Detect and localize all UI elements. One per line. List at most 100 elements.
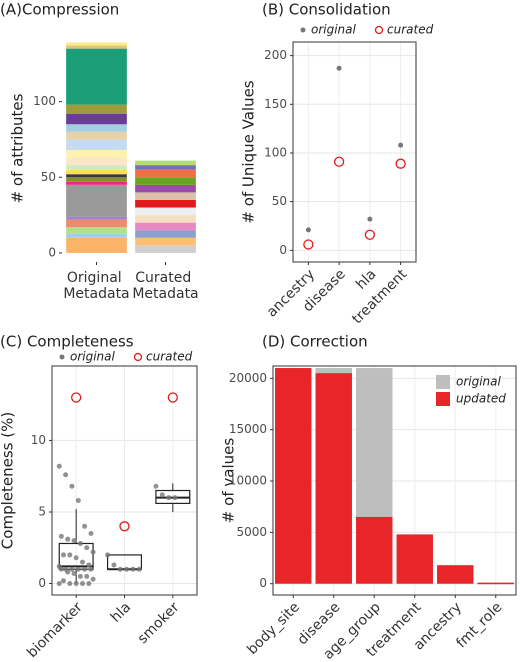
y-tick-label: 0 — [279, 243, 287, 257]
legend-label: original — [311, 23, 357, 37]
bar-segment — [135, 169, 196, 178]
point — [136, 566, 142, 572]
bar-segment — [135, 177, 196, 185]
bar-segment — [66, 42, 127, 46]
y-axis-title: # of values — [220, 438, 238, 524]
point — [336, 65, 342, 71]
point — [77, 540, 83, 546]
point — [333, 156, 345, 167]
bar-segment — [135, 222, 196, 231]
bar-segment — [66, 157, 127, 166]
point — [82, 566, 88, 572]
point — [65, 569, 71, 575]
bar — [356, 516, 393, 584]
y-tick-label: 15000 — [229, 422, 267, 436]
bar-segment — [66, 131, 127, 140]
point — [130, 566, 136, 572]
point — [60, 552, 66, 558]
legend-label: curated — [146, 350, 193, 364]
bar-segment — [66, 45, 127, 49]
bar-segment — [135, 165, 196, 170]
point — [80, 581, 86, 587]
bar — [396, 534, 433, 584]
x-tick-label: hla — [108, 599, 134, 625]
bar-segment — [135, 184, 196, 193]
y-tick-label: 100 — [264, 145, 287, 159]
legend-marker — [374, 25, 384, 35]
point — [305, 227, 311, 233]
y-tick-label: 50 — [41, 170, 56, 184]
bar-segment — [66, 233, 127, 238]
bar-segment — [135, 192, 196, 200]
bar-segment — [66, 184, 127, 217]
point — [60, 578, 66, 584]
point — [84, 545, 90, 551]
bar-segment — [135, 230, 196, 238]
y-tick-label: 5 — [38, 504, 46, 518]
point — [90, 549, 96, 555]
bar-segment — [135, 245, 196, 253]
point — [303, 239, 314, 250]
bar-segment — [66, 237, 127, 253]
point — [367, 216, 373, 222]
point — [63, 472, 69, 478]
point — [86, 581, 92, 587]
point — [86, 562, 92, 568]
point — [69, 566, 75, 572]
point — [69, 483, 75, 489]
plot-border — [292, 41, 417, 263]
point — [75, 498, 81, 504]
bar — [477, 582, 514, 585]
y-tick-label: 50 — [272, 194, 287, 208]
bar — [315, 373, 352, 584]
point — [80, 559, 86, 565]
y-axis-title: Completeness (%) — [0, 412, 17, 549]
legend-marker — [59, 354, 65, 360]
bar-segment — [66, 104, 127, 114]
legend-label: updated — [456, 392, 506, 406]
point — [73, 555, 79, 561]
point — [56, 463, 62, 469]
plot-background — [293, 42, 416, 262]
y-tick-label: 200 — [264, 48, 287, 62]
point — [73, 581, 79, 587]
legend-label: original — [456, 375, 502, 389]
point — [71, 571, 77, 577]
bar-segment — [66, 169, 127, 175]
point — [395, 158, 406, 169]
point — [77, 573, 83, 579]
bar — [275, 368, 312, 584]
bar-segment — [66, 227, 127, 234]
panel-title: (D) Correction — [262, 333, 368, 351]
plot-border — [272, 365, 517, 596]
bar-segment — [135, 199, 196, 208]
bar-segment — [66, 165, 127, 170]
point — [90, 576, 96, 582]
y-tick-label: 10 — [31, 433, 46, 447]
point — [56, 581, 62, 587]
point — [167, 392, 178, 403]
bar-segment — [135, 237, 196, 246]
y-tick-label: 5000 — [236, 525, 267, 539]
legend-label: curated — [387, 23, 434, 37]
bar-segment — [66, 113, 127, 125]
y-axis-title: # of Unique Values — [240, 80, 258, 223]
bar — [437, 565, 474, 584]
legend-marker — [133, 352, 143, 362]
x-tick-label: Curated Metadata — [132, 270, 198, 302]
bar-segment — [66, 174, 127, 178]
point — [67, 552, 73, 558]
point — [75, 566, 81, 572]
bar-segment — [66, 181, 127, 185]
legend-label: original — [70, 350, 116, 364]
point — [119, 521, 130, 532]
plot-background — [273, 366, 516, 595]
legend-swatch — [436, 392, 450, 406]
point — [172, 495, 178, 501]
x-tick-label: Original Metadata — [63, 270, 129, 302]
point — [398, 142, 404, 148]
point — [117, 566, 123, 572]
y-axis-title: # of attributes — [9, 93, 27, 203]
bar-segment — [66, 124, 127, 132]
